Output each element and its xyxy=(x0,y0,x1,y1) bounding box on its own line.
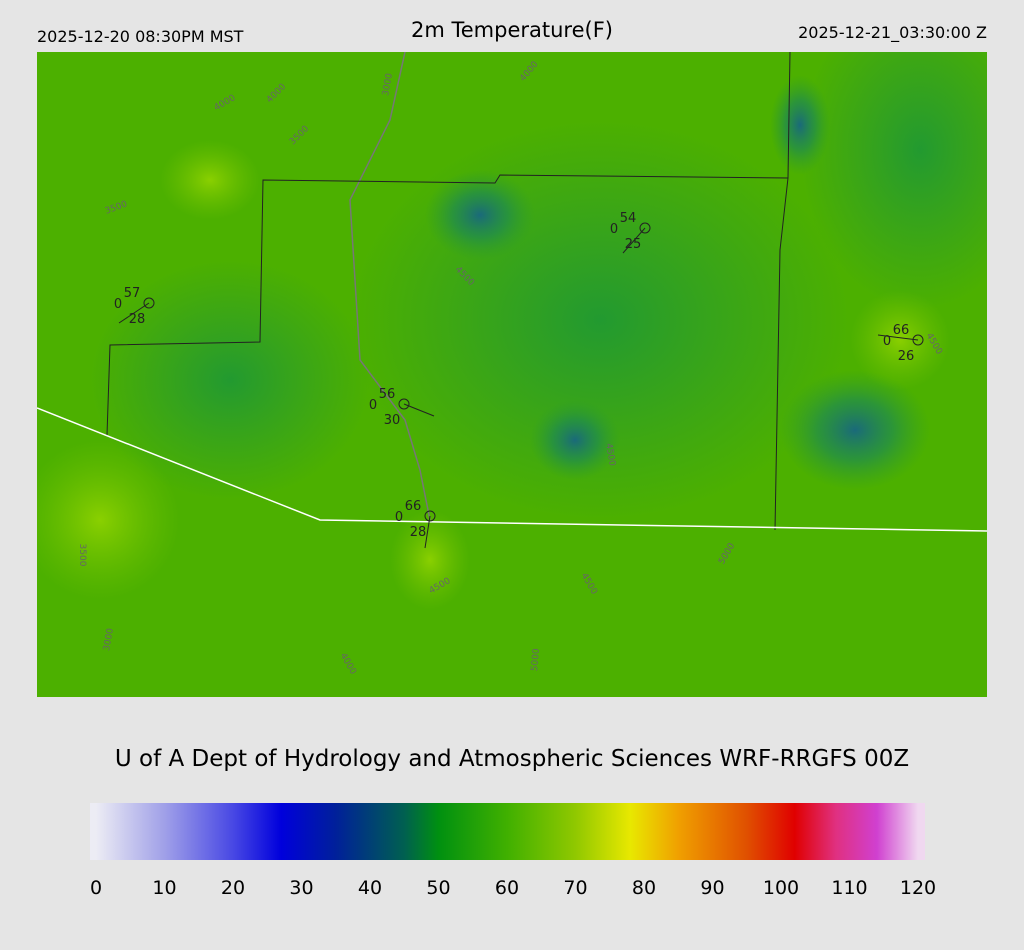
colorbar-tick-label: 80 xyxy=(632,877,656,899)
temperature: 66 xyxy=(405,499,422,514)
shade xyxy=(425,170,535,260)
contour-label: 3000 xyxy=(102,627,116,652)
title: 2m Temperature(F) xyxy=(411,18,613,42)
shade xyxy=(160,140,260,220)
contour-label: 3500 xyxy=(77,544,87,567)
shade xyxy=(850,290,950,390)
valid-time-local: 2025-12-20 08:30PM MST xyxy=(37,27,244,46)
county-border xyxy=(787,52,791,179)
station-circle xyxy=(143,297,155,309)
credit: U of A Dept of Hydrology and Atmospheric… xyxy=(115,746,909,772)
dewpoint: 26 xyxy=(898,349,915,364)
border xyxy=(37,407,987,532)
temperature: 66 xyxy=(893,323,910,338)
contour-label: 3000 xyxy=(381,72,395,97)
shade xyxy=(530,400,620,480)
station: 560 30 xyxy=(369,387,435,428)
station: 660 28 xyxy=(395,499,436,549)
shade xyxy=(390,510,470,610)
station-code: 0 xyxy=(114,297,122,312)
colorbar-tick-label: 10 xyxy=(152,877,176,899)
colorbar-tick-label: 20 xyxy=(221,877,245,899)
colorbar-tick-label: 70 xyxy=(563,877,587,899)
station-code: 0 xyxy=(395,510,403,525)
station: 540 25 xyxy=(610,211,651,254)
station-code: 0 xyxy=(610,222,618,237)
station-circle xyxy=(912,334,924,346)
dewpoint: 25 xyxy=(625,237,642,252)
dewpoint: 30 xyxy=(384,413,401,428)
contour-label: 5000 xyxy=(530,648,542,672)
wind-barb xyxy=(118,302,150,324)
colorbar-tick-label: 0 xyxy=(90,877,102,899)
station: 570 28 xyxy=(114,286,155,327)
contour-label: 4500 xyxy=(603,443,617,468)
colorbar-tick-label: 110 xyxy=(831,877,867,899)
map: 4000 400035003000400035004500350030004000… xyxy=(37,52,987,697)
shade xyxy=(770,75,830,175)
wind-barb xyxy=(424,515,431,549)
station-code: 0 xyxy=(369,398,377,413)
shade xyxy=(37,440,180,600)
colorbar: 0 10 20 30 40 50 60 70 80 90 100 110 120 xyxy=(90,803,936,899)
colorbar-tick-label: 120 xyxy=(900,877,936,899)
station-circle xyxy=(424,510,436,522)
road xyxy=(349,52,431,521)
temperature: 57 xyxy=(124,286,141,301)
valid-time-utc: 2025-12-21_03:30:00 Z xyxy=(798,23,987,43)
dewpoint: 28 xyxy=(129,312,146,327)
county-border xyxy=(106,174,789,531)
colorbar-tick-label: 60 xyxy=(495,877,519,899)
shade xyxy=(780,370,930,490)
station-circle xyxy=(639,222,651,234)
station: 660 26 xyxy=(877,323,924,364)
colorbar-tick-label: 90 xyxy=(700,877,724,899)
colorbar-bar xyxy=(90,803,925,860)
colorbar-tick-label: 50 xyxy=(426,877,450,899)
shade xyxy=(800,52,987,310)
temperature: 56 xyxy=(379,387,396,402)
station-code: 0 xyxy=(883,334,891,349)
station-circle xyxy=(398,398,410,410)
temperature: 54 xyxy=(620,211,637,226)
colorbar-tick-label: 40 xyxy=(358,877,382,899)
wind-barb xyxy=(403,403,435,417)
wind-barb xyxy=(622,227,646,254)
wind-barb xyxy=(877,334,919,341)
dewpoint: 28 xyxy=(410,525,427,540)
colorbar-tick-label: 100 xyxy=(763,877,799,899)
shade xyxy=(90,260,370,500)
colorbar-tick-label: 30 xyxy=(289,877,313,899)
